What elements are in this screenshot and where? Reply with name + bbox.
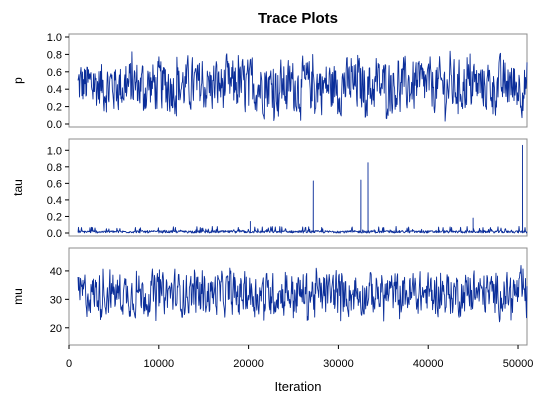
- x-tick-label-1: 10000: [144, 358, 175, 370]
- y-tick-label-tau-5: 1.0: [47, 145, 62, 157]
- y-tick-label-p-2: 0.4: [47, 84, 62, 96]
- y-tick-label-tau-1: 0.2: [47, 211, 62, 223]
- x-tick-label-2: 20000: [233, 358, 264, 370]
- y-axis-label-mu: mu: [11, 288, 25, 305]
- y-tick-label-mu-1: 30: [50, 294, 62, 306]
- x-tick-label-5: 50000: [503, 358, 534, 370]
- figure-title: Trace Plots: [258, 10, 338, 27]
- y-tick-label-tau-3: 0.6: [47, 178, 62, 190]
- panel-frame-tau: [68, 138, 528, 237]
- x-tick-label-0: 0: [66, 358, 72, 370]
- y-tick-label-tau-0: 0.0: [47, 228, 62, 240]
- y-tick-label-mu-0: 20: [50, 323, 62, 335]
- trace-line-tau: [77, 144, 528, 234]
- y-tick-label-p-0: 0.0: [47, 119, 62, 131]
- x-tick-label-4: 40000: [413, 358, 444, 370]
- y-tick-label-mu-2: 40: [50, 266, 62, 278]
- x-tick-label-3: 30000: [323, 358, 354, 370]
- y-tick-label-p-1: 0.2: [47, 102, 62, 114]
- trace-line-mu: [77, 265, 528, 323]
- y-axis-label-p: p: [11, 77, 25, 84]
- y-tick-label-p-5: 1.0: [47, 32, 62, 44]
- y-axis-label-tau: tau: [11, 179, 25, 196]
- y-tick-label-p-3: 0.6: [47, 67, 62, 79]
- y-tick-label-p-4: 0.8: [47, 49, 62, 61]
- y-tick-label-tau-4: 0.8: [47, 162, 62, 174]
- trace-line-p: [77, 50, 528, 122]
- panel-frame-p: [68, 33, 528, 128]
- x-axis-label: Iteration: [275, 379, 322, 394]
- y-tick-label-tau-2: 0.4: [47, 195, 62, 207]
- panels-group: 0.0 0.2 0.4 0.6 0.8 1.0 p 0.0 0.2 0.4 0.6 0.8 1.0 tau…: [11, 32, 533, 370]
